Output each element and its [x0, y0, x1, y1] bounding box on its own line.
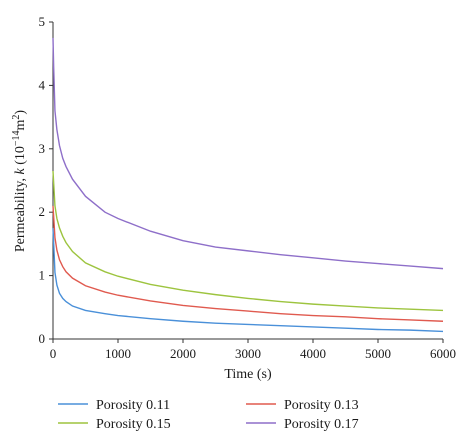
y-axis-label-unit: m — [13, 119, 28, 130]
y-tick-label: 2 — [39, 204, 46, 219]
y-tick-label: 0 — [39, 331, 46, 346]
y-axis-label-exp: −14 — [11, 130, 22, 146]
x-ticks: 0 1000 2000 3000 4000 5000 6000 — [50, 339, 456, 361]
y-ticks: 0 1 2 3 4 5 — [39, 14, 53, 346]
y-axis-label-var: k — [13, 167, 28, 174]
series-line-3 — [52, 170, 444, 312]
series-line-1 — [52, 228, 444, 333]
legend-label: Porosity 0.13 — [284, 398, 359, 413]
x-tick-label: 0 — [50, 346, 57, 361]
y-tick-label: 1 — [39, 268, 46, 283]
series-line-2 — [52, 205, 444, 322]
series-group — [52, 37, 444, 333]
y-axis-label-close: ) — [13, 110, 28, 115]
x-tick-label: 3000 — [235, 346, 261, 361]
x-tick-label: 1000 — [105, 346, 131, 361]
y-tick-label: 4 — [39, 77, 46, 92]
legend: Porosity 0.11 Porosity 0.13 Porosity 0.15 P… — [58, 398, 359, 432]
x-tick-label: 4000 — [300, 346, 326, 361]
plot-area: 0 1000 2000 3000 4000 5000 6000 0 1 2 3 4 5 — [39, 14, 457, 361]
y-axis-label-open: (10 — [13, 146, 28, 168]
series-line-4 — [52, 37, 444, 270]
y-axis-label-prefix: Permeability, — [13, 174, 28, 252]
x-axis-label: Time (s) — [224, 367, 272, 382]
y-axis-label-unit-exp: 2 — [11, 115, 22, 120]
y-axis-label: Permeability, k (10−14m2) — [11, 110, 28, 253]
y-tick-label: 3 — [39, 141, 46, 156]
x-tick-label: 2000 — [170, 346, 196, 361]
legend-label: Porosity 0.15 — [96, 417, 171, 432]
x-tick-label: 6000 — [430, 346, 456, 361]
legend-label: Porosity 0.17 — [284, 417, 359, 432]
y-tick-label: 5 — [39, 14, 46, 29]
legend-label: Porosity 0.11 — [96, 398, 170, 413]
x-tick-label: 5000 — [365, 346, 391, 361]
